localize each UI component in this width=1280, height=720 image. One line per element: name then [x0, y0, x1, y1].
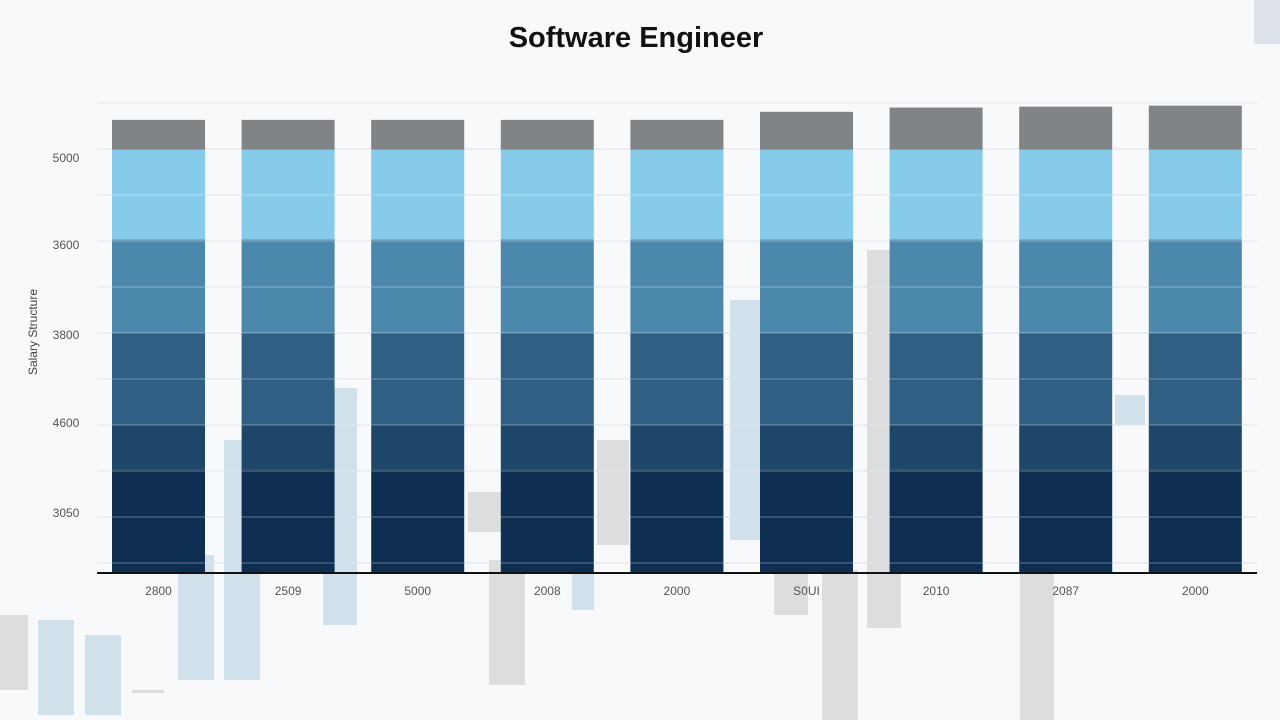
corner-decoration — [1254, 0, 1280, 44]
bar-segment-tier-3 — [1148, 332, 1242, 425]
bar-segment-top — [630, 119, 724, 150]
bar-segment-tier-4 — [630, 239, 724, 333]
bar-segment-base-1 — [371, 469, 465, 573]
bar-segment-tier-4 — [760, 239, 853, 333]
x-tick-labels: 2800 2509 5000 2008 2000 S0UI 2010 2087 2000 — [145, 584, 1209, 598]
bar-segment-base-1 — [112, 469, 205, 573]
bar-segment-base-2 — [760, 424, 853, 470]
bar-segment-top — [889, 107, 983, 150]
background-candle — [132, 690, 164, 693]
bar-segment-tier-3 — [760, 332, 853, 425]
bar-segment-tier-3 — [1019, 332, 1113, 425]
bar-gridlines — [112, 194, 1242, 564]
background-candle — [468, 492, 502, 532]
bar-segment-tier-5 — [371, 149, 465, 240]
bar-segment-tier-3 — [889, 332, 983, 425]
bar-segment-base-1 — [1019, 469, 1113, 573]
bar-segment-base-2 — [1148, 424, 1242, 470]
bar-segment-top — [1148, 105, 1242, 150]
background-candle — [0, 615, 28, 690]
bar-segment-base-1 — [1148, 469, 1242, 573]
bar-segment-tier-4 — [500, 239, 594, 333]
x-tick-label: 5000 — [404, 584, 431, 598]
bar-segment-base-1 — [630, 469, 724, 573]
background-candle — [1020, 560, 1054, 720]
bar-segment-tier-4 — [1148, 239, 1242, 333]
bar-segment-top — [112, 119, 205, 150]
bar-segment-top — [760, 111, 853, 150]
x-tick-label: 2008 — [534, 584, 561, 598]
background-candle — [597, 440, 629, 545]
bar-segment-base-1 — [241, 469, 335, 573]
bar-segment-tier-5 — [760, 149, 853, 240]
bar-segment-base-1 — [889, 469, 983, 573]
bar-segment-tier-3 — [112, 332, 205, 425]
chart-title: Software Engineer — [508, 22, 764, 54]
background-candle — [1115, 395, 1145, 425]
bar-segment-tier-4 — [241, 239, 335, 333]
background-candle — [38, 620, 74, 715]
background-candle — [572, 570, 594, 610]
y-tick-label: 3800 — [53, 328, 80, 342]
bar-segment-base-2 — [112, 424, 205, 470]
bar-segment-base-1 — [500, 469, 594, 573]
bar-segment-tier-4 — [889, 239, 983, 333]
bar-segment-top — [241, 119, 335, 150]
bar-segment-tier-5 — [889, 149, 983, 240]
bar-segment-tier-4 — [371, 239, 465, 333]
background-candle — [178, 555, 214, 680]
bar-segment-base-2 — [241, 424, 335, 470]
y-tick-labels: 5000 3600 3800 4600 3050 — [53, 151, 80, 520]
x-tick-label: 2010 — [923, 584, 950, 598]
background-candle — [822, 570, 858, 720]
y-tick-label: 5000 — [53, 151, 80, 165]
bar-segment-tier-5 — [1019, 149, 1113, 240]
bar-segment-tier-3 — [500, 332, 594, 425]
bar-segment-base-2 — [889, 424, 983, 470]
x-tick-label: S0UI — [793, 584, 820, 598]
bar-segment-tier-3 — [241, 332, 335, 425]
bar-segment-base-2 — [630, 424, 724, 470]
background-candle — [85, 635, 121, 715]
bars — [112, 105, 1242, 573]
bar-segment-base-2 — [371, 424, 465, 470]
bar-segment-tier-3 — [630, 332, 724, 425]
bar-segment-top — [1019, 106, 1113, 150]
bar-segment-tier-5 — [1148, 149, 1242, 240]
background-candle — [730, 300, 760, 540]
y-tick-label: 3050 — [53, 506, 80, 520]
background-candle — [489, 560, 525, 685]
bar-segment-tier-5 — [630, 149, 724, 240]
bar-segment-tier-4 — [1019, 239, 1113, 333]
x-tick-label: 2087 — [1052, 584, 1079, 598]
y-tick-label: 3600 — [53, 238, 80, 252]
bar-segment-top — [371, 119, 465, 150]
bar-segment-tier-5 — [241, 149, 335, 240]
bar-segment-base-2 — [500, 424, 594, 470]
x-tick-label: 2000 — [664, 584, 691, 598]
bar-segment-tier-5 — [112, 149, 205, 240]
bar-segment-tier-3 — [371, 332, 465, 425]
bar-segment-base-2 — [1019, 424, 1113, 470]
bar-segment-top — [500, 119, 594, 150]
x-tick-label: 2000 — [1182, 584, 1209, 598]
x-tick-label: 2509 — [275, 584, 302, 598]
bar-segment-tier-4 — [112, 239, 205, 333]
bar-segment-base-1 — [760, 469, 853, 573]
y-tick-label: 4600 — [53, 416, 80, 430]
bar-segment-tier-5 — [500, 149, 594, 240]
x-tick-label: 2800 — [145, 584, 172, 598]
